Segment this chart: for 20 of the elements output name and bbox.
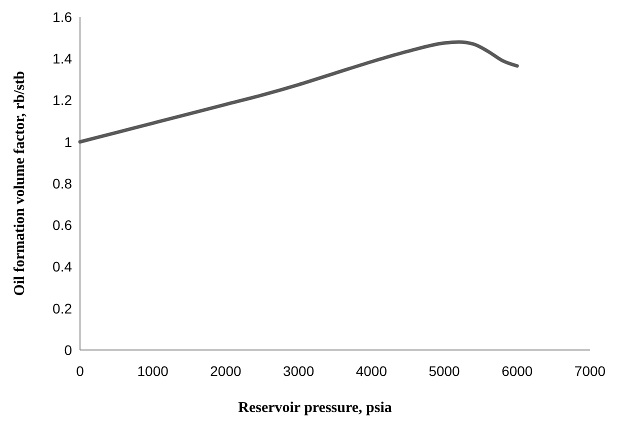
x-tick-label: 6000 [502, 363, 533, 379]
x-tick-label: 3000 [282, 363, 314, 379]
y-axis-title: Oil formation volume factor, rb/stb [12, 71, 28, 296]
x-tick-label: 1000 [137, 363, 169, 379]
y-tick-label: 0.2 [52, 300, 72, 316]
y-tick-label: 1 [64, 134, 72, 150]
x-tick-label: 4000 [356, 363, 388, 379]
y-tick-label: 1.6 [52, 8, 72, 25]
line-series [78, 40, 519, 144]
y-tick-label: 0.6 [52, 217, 72, 234]
y-tick-label: 0.4 [52, 258, 72, 275]
x-tick-label: 5000 [428, 363, 460, 379]
y-tick-label: 1.2 [52, 92, 72, 108]
x-tick-label: 2000 [210, 363, 242, 379]
x-tick-label: 0 [76, 363, 84, 379]
y-tick-label: 0 [64, 342, 72, 358]
x-axis-title: Reservoir pressure, psia [238, 400, 392, 416]
y-tick-label: 1.4 [52, 50, 72, 67]
y-tick-label: 0.8 [52, 175, 72, 192]
x-tick-label: 7000 [574, 363, 606, 379]
